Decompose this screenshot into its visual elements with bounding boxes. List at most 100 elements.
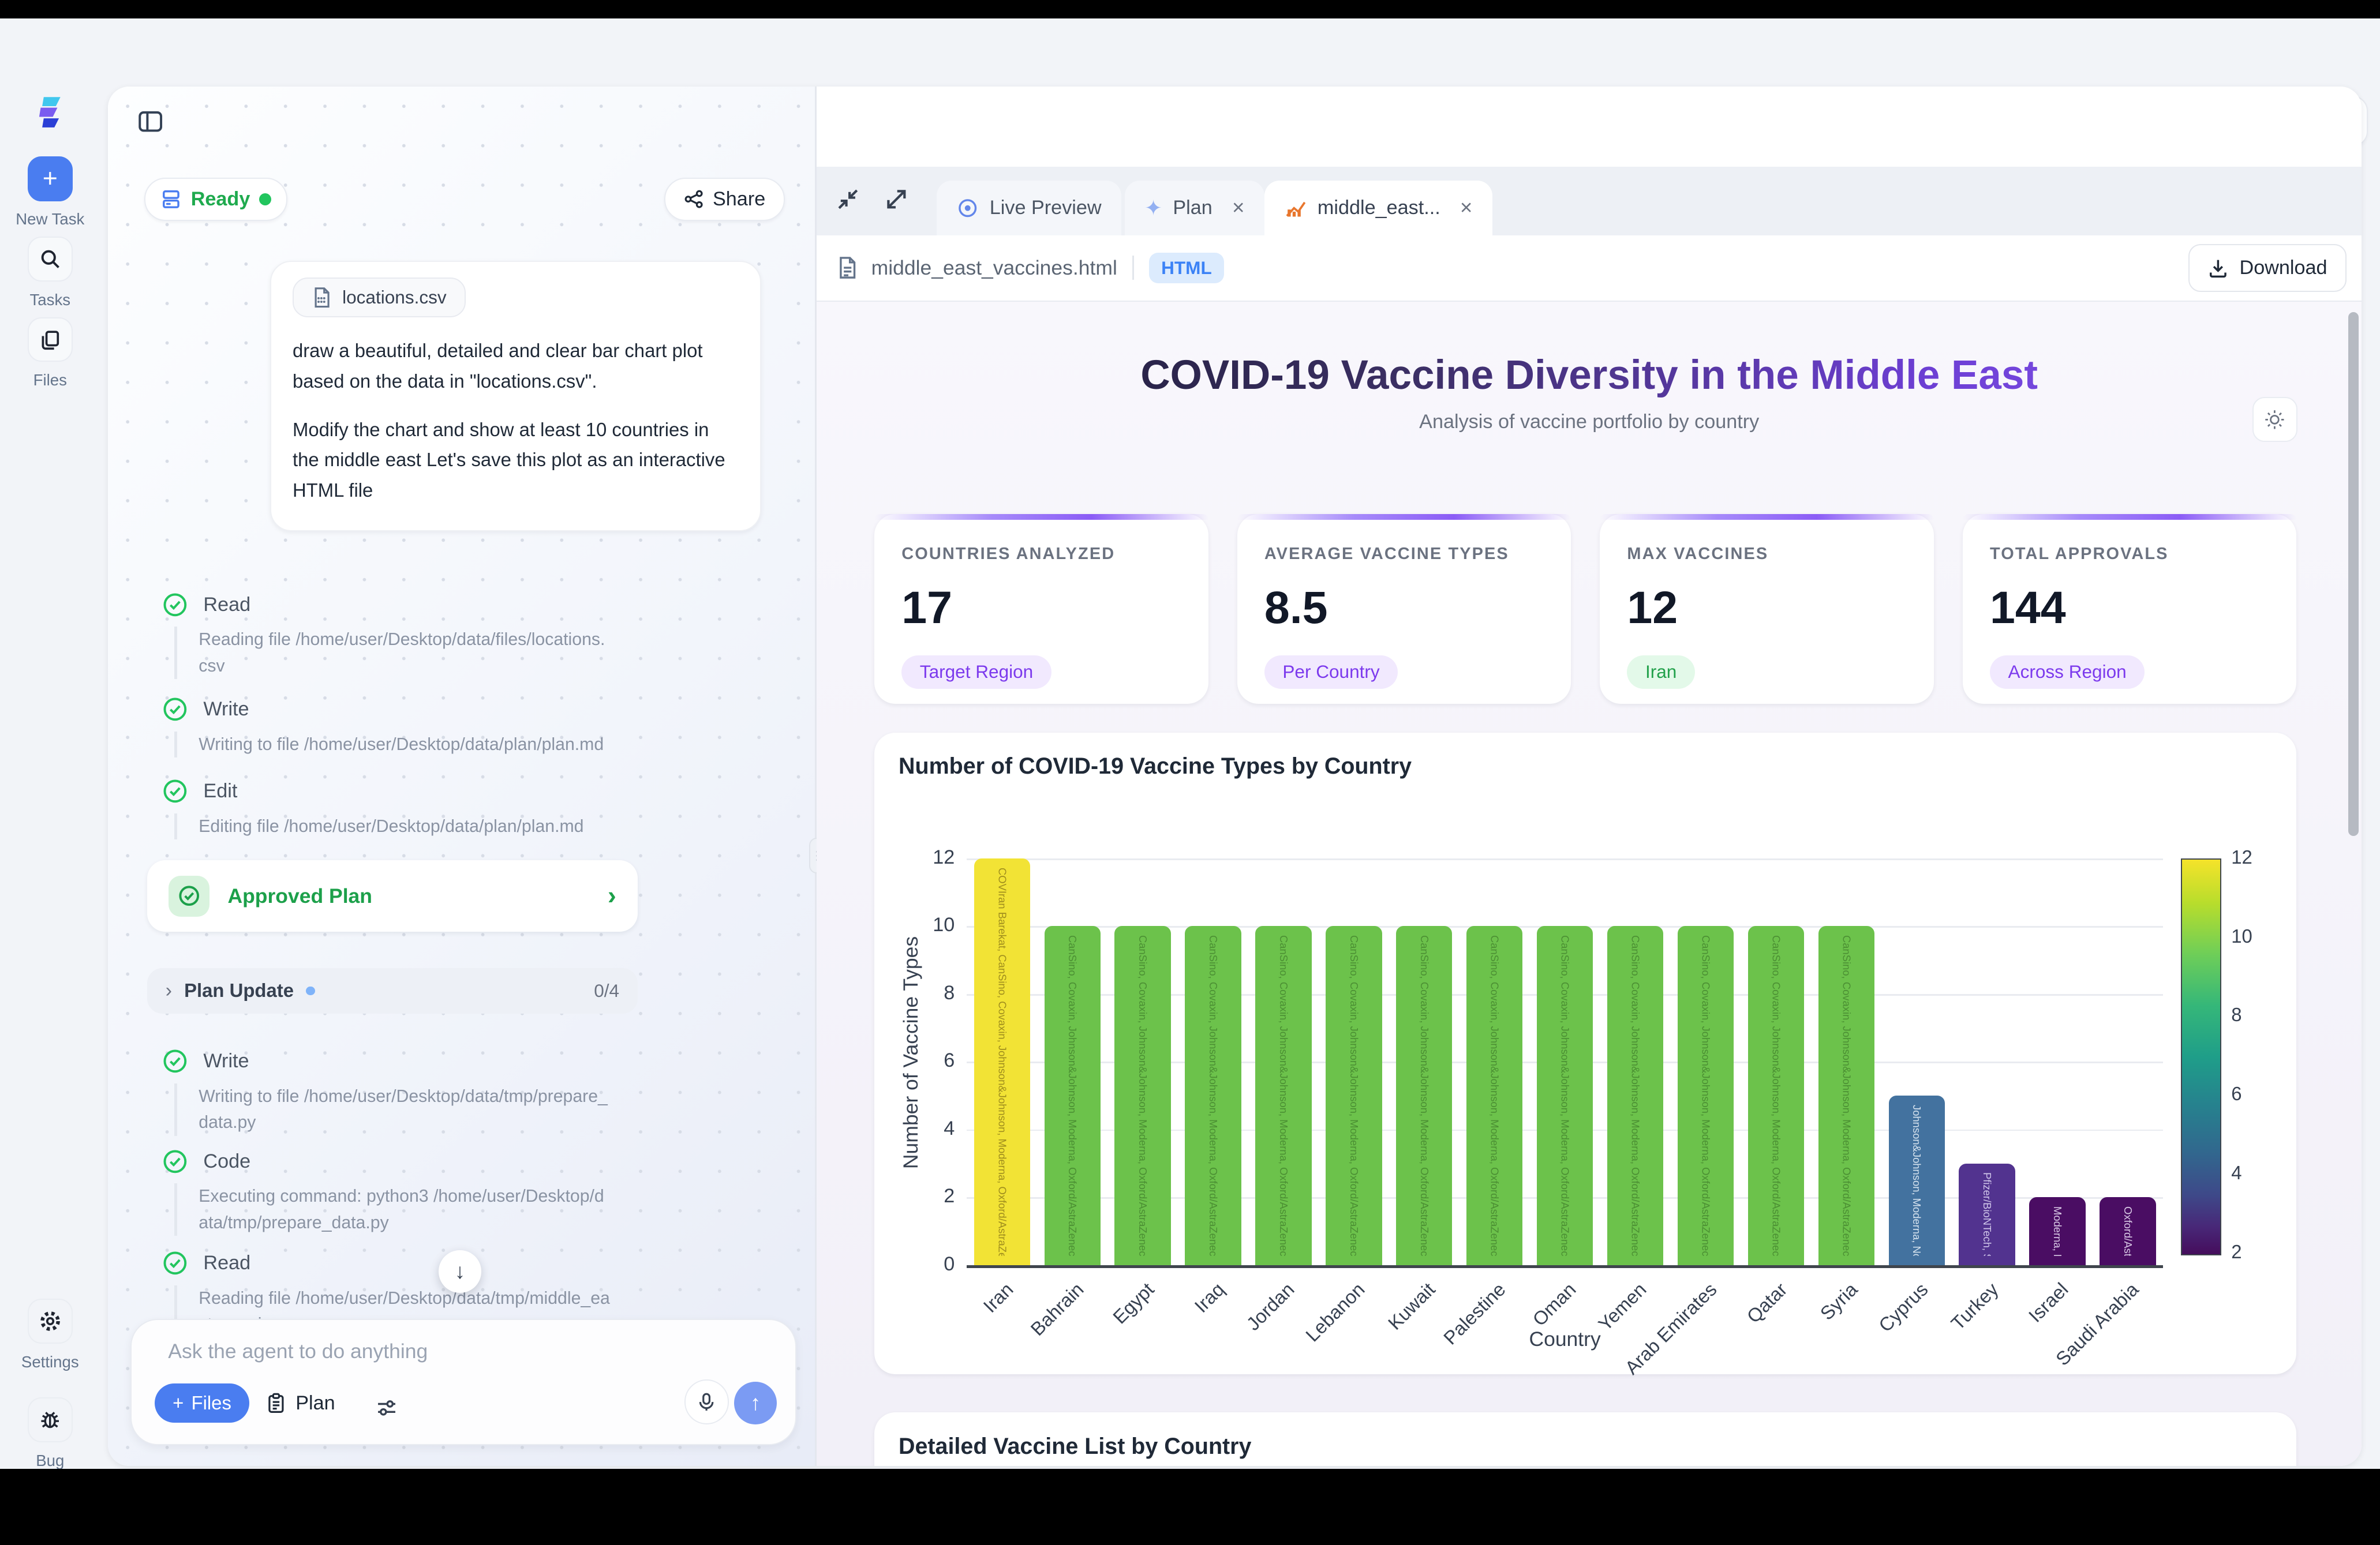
- approved-plan-card[interactable]: Approved Plan ›: [147, 860, 638, 932]
- y-tick-label: 6: [944, 1049, 955, 1072]
- user-message-card: locations.csv draw a beautiful, detailed…: [270, 261, 761, 531]
- divider: [1132, 256, 1134, 280]
- check-circle-icon: [163, 1251, 187, 1275]
- y-tick-label: 4: [944, 1117, 955, 1139]
- download-button[interactable]: Download: [2188, 244, 2347, 292]
- status-pill[interactable]: Ready: [144, 177, 288, 221]
- stat-card-total: TOTAL APPROVALS 144 Across Region: [1962, 513, 2297, 704]
- chat-input-card: + Files Plan ↑: [130, 1318, 796, 1446]
- sidebar-label-bug: Bug: [36, 1451, 65, 1469]
- plus-glyph: +: [42, 164, 58, 193]
- bar-bahrain[interactable]: CanSino, Covaxin, Johnson&Johnson, Moder…: [1044, 926, 1101, 1265]
- chevron-right-icon: ›: [607, 882, 616, 910]
- collapse-icon[interactable]: [835, 186, 861, 212]
- document-icon: [840, 257, 856, 279]
- bar-vaccine-list: Johnson&Johnson, Moderna, Novavax, Oxfor…: [1910, 1105, 1923, 1256]
- chart-title: Number of COVID-19 Vaccine Types by Coun…: [899, 753, 1412, 779]
- approved-plan-label: Approved Plan: [227, 884, 372, 907]
- stat-badge: Iran: [1627, 655, 1695, 689]
- agent-step[interactable]: Write Writing to file /home/user/Desktop…: [162, 1048, 769, 1136]
- bar-oman[interactable]: CanSino, Covaxin, Johnson&Johnson, Moder…: [1536, 926, 1593, 1265]
- file-type-badge: HTML: [1149, 252, 1224, 283]
- card-accent-bar: [1962, 513, 2297, 520]
- bar-jordan[interactable]: CanSino, Covaxin, Johnson&Johnson, Moder…: [1255, 926, 1312, 1265]
- clipboard-icon: [268, 1393, 284, 1413]
- sun-icon: [2265, 410, 2284, 429]
- microphone-button[interactable]: [684, 1379, 729, 1424]
- plan-update-row[interactable]: › Plan Update 0/4: [147, 967, 638, 1014]
- sidebar-item-tasks[interactable]: Tasks: [0, 237, 100, 309]
- agent-step[interactable]: Code Executing command: python3 /home/us…: [162, 1149, 769, 1236]
- stat-card-countries: COUNTRIES ANALYZED 17 Target Region: [874, 513, 1208, 704]
- sidebar-toggle-icon[interactable]: [137, 108, 164, 135]
- close-icon[interactable]: ×: [1460, 196, 1473, 220]
- expand-icon[interactable]: [884, 186, 910, 212]
- card-accent-bar: [1237, 513, 1571, 520]
- tab-plan[interactable]: ✦ Plan ×: [1124, 180, 1264, 235]
- bar-syria[interactable]: CanSino, Covaxin, Johnson&Johnson, Moder…: [1818, 926, 1874, 1265]
- stats-row: COUNTRIES ANALYZED 17 Target Region AVER…: [874, 513, 2297, 704]
- stat-label: AVERAGE VACCINE TYPES: [1264, 544, 1509, 563]
- bar-lebanon[interactable]: CanSino, Covaxin, Johnson&Johnson, Moder…: [1326, 926, 1382, 1265]
- plan-mode-button[interactable]: Plan: [265, 1383, 335, 1423]
- page-title: COVID-19 Vaccine Diversity in the Middle…: [817, 352, 2362, 399]
- chat-input[interactable]: [165, 1338, 672, 1365]
- card-accent-bar: [1600, 513, 1934, 520]
- bar-turkey[interactable]: Pfizer/BioNTech, Sinovac, Turkovac: [1959, 1163, 2015, 1265]
- sidebar-item-bug[interactable]: Bug: [0, 1397, 100, 1469]
- step-title: Edit: [203, 780, 238, 802]
- bar-vaccine-list: CanSino, Covaxin, Johnson&Johnson, Moder…: [1629, 935, 1642, 1256]
- down-arrow-icon: ↓: [454, 1259, 466, 1283]
- y-tick-label: 12: [933, 846, 955, 868]
- sidebar-label-files: Files: [33, 371, 67, 389]
- bar-vaccine-list: Pfizer/BioNTech, Sinovac, Turkovac: [1981, 1172, 1993, 1256]
- share-button[interactable]: Share: [664, 177, 785, 221]
- y-tick-label: 2: [944, 1185, 955, 1208]
- bar-palestine[interactable]: CanSino, Covaxin, Johnson&Johnson, Moder…: [1466, 926, 1523, 1265]
- colorbar-tick-label: 8: [2231, 1004, 2242, 1026]
- screen-bezel-bottom: [0, 1468, 2380, 1545]
- sidebar-item-files[interactable]: Files: [0, 317, 100, 389]
- stat-label: MAX VACCINES: [1627, 544, 1769, 563]
- add-files-button[interactable]: + Files: [154, 1383, 250, 1423]
- attachment-chip[interactable]: locations.csv: [292, 277, 466, 318]
- csv-file-icon: [315, 287, 330, 308]
- bar-iraq[interactable]: CanSino, Covaxin, Johnson&Johnson, Moder…: [1185, 926, 1241, 1265]
- status-label: Ready: [190, 187, 250, 210]
- step-title: Read: [203, 593, 251, 616]
- settings-sliders-icon[interactable]: [375, 1397, 399, 1419]
- close-icon[interactable]: ×: [1232, 196, 1245, 220]
- page-theme-toggle[interactable]: [2252, 397, 2297, 442]
- step-description: Writing to file /home/user/Desktop/data/…: [174, 731, 611, 758]
- bar-cyprus[interactable]: Johnson&Johnson, Moderna, Novavax, Oxfor…: [1888, 1096, 1945, 1265]
- bar-kuwait[interactable]: CanSino, Covaxin, Johnson&Johnson, Moder…: [1396, 926, 1453, 1265]
- bar-israel[interactable]: Moderna, Pfizer/BioNTech: [2029, 1197, 2086, 1265]
- stat-label: TOTAL APPROVALS: [1989, 544, 2169, 563]
- bar-iran[interactable]: COVIran Barekat, CanSino, Covaxin, Johns…: [974, 858, 1030, 1265]
- bar-egypt[interactable]: CanSino, Covaxin, Johnson&Johnson, Moder…: [1114, 926, 1171, 1265]
- bar-qatar[interactable]: CanSino, Covaxin, Johnson&Johnson, Moder…: [1747, 926, 1804, 1265]
- bar-vaccine-list: CanSino, Covaxin, Johnson&Johnson, Moder…: [1136, 935, 1149, 1256]
- sidebar-item-settings[interactable]: Settings: [0, 1299, 100, 1371]
- up-arrow-icon: ↑: [750, 1391, 761, 1415]
- sidebar-item-new-task[interactable]: + New Task: [0, 156, 100, 228]
- agent-step[interactable]: Edit Editing file /home/user/Desktop/dat…: [162, 778, 769, 840]
- bar-yemen[interactable]: CanSino, Covaxin, Johnson&Johnson, Moder…: [1607, 926, 1664, 1265]
- check-circle-icon: [168, 875, 209, 917]
- scroll-to-bottom-button[interactable]: ↓: [439, 1250, 481, 1293]
- bar-saudi-arabia[interactable]: Oxford/AstraZeneca, Pfizer/BioNTech: [2100, 1197, 2156, 1265]
- scrollbar-thumb[interactable]: [2348, 312, 2359, 836]
- y-tick-label: 10: [933, 914, 955, 936]
- tab-middle-east-file[interactable]: middle_east... ×: [1264, 180, 1492, 235]
- file-header: middle_east_vaccines.html HTML Download: [816, 235, 2362, 302]
- sparkles-icon: ✦: [1144, 196, 1162, 220]
- detail-section-heading: Detailed Vaccine List by Country: [899, 1433, 1252, 1459]
- step-title: Write: [203, 698, 249, 721]
- agent-step[interactable]: Read Reading file /home/user/Desktop/dat…: [162, 592, 769, 679]
- live-preview-icon: [959, 198, 977, 217]
- card-accent-bar: [874, 513, 1208, 520]
- agent-step[interactable]: Write Writing to file /home/user/Desktop…: [162, 696, 769, 758]
- bar-arab-emirates[interactable]: CanSino, Covaxin, Johnson&Johnson, Moder…: [1677, 926, 1734, 1265]
- tab-live-preview[interactable]: Live Preview: [936, 180, 1121, 235]
- send-button[interactable]: ↑: [734, 1382, 777, 1424]
